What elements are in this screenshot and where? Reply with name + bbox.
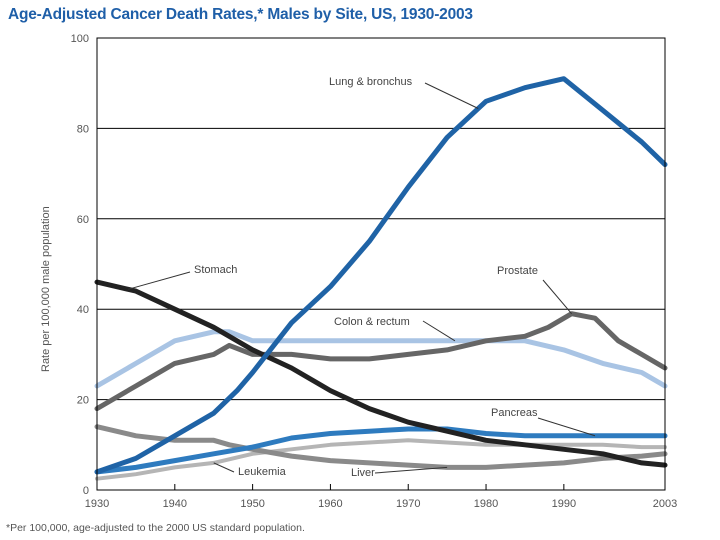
chart-footnote: *Per 100,000, age-adjusted to the 2000 U… xyxy=(6,522,305,534)
leader-line-leukemia xyxy=(213,462,235,473)
y-axis-label: Rate per 100,000 male population xyxy=(40,206,52,372)
series-label-prostate: Prostate xyxy=(497,265,538,277)
series-line-pancreas xyxy=(94,426,668,475)
leader-line-stomach xyxy=(127,271,191,290)
series-line-prostate xyxy=(94,311,668,412)
y-tick-label: 80 xyxy=(77,123,89,135)
series-layer xyxy=(94,76,668,481)
series-label-colon-rectum: Colon & rectum xyxy=(334,316,410,328)
series-label-lung-bronchus: Lung & bronchus xyxy=(329,76,413,88)
x-tick-label: 1950 xyxy=(240,498,264,510)
series-label-pancreas: Pancreas xyxy=(491,407,538,419)
leader-line-lung-bronchus xyxy=(424,82,479,109)
x-tick-label: 1930 xyxy=(85,498,109,510)
series-line-liver xyxy=(94,424,668,470)
series-label-liver: Liver xyxy=(351,467,375,479)
leader-line-liver xyxy=(374,466,448,474)
grid-layer xyxy=(97,127,665,401)
frame-layer: 0 20 40 60 80 100 1930 1940 1950 1960 1970 1980 1990… xyxy=(71,33,678,510)
y-tick-label: 100 xyxy=(71,33,89,45)
x-tick-label: 1940 xyxy=(163,498,187,510)
y-tick-label: 0 xyxy=(83,485,89,497)
plot-frame xyxy=(96,37,666,491)
x-tick-label: 1970 xyxy=(396,498,420,510)
series-label-stomach: Stomach xyxy=(194,264,237,276)
y-tick-label: 40 xyxy=(77,304,89,316)
series-label-leukemia: Leukemia xyxy=(238,466,287,478)
series-line-lung-bronchus xyxy=(94,76,668,475)
x-tick-label: 1990 xyxy=(552,498,576,510)
y-tick-label: 60 xyxy=(77,214,89,226)
chart-title: Age-Adjusted Cancer Death Rates,* Males … xyxy=(8,6,473,23)
series-line-stomach xyxy=(94,279,668,468)
leader-line-prostate xyxy=(542,279,573,315)
leader-line-pancreas xyxy=(537,417,596,437)
series-line-leukemia xyxy=(95,438,667,481)
x-tick-label: 1980 xyxy=(474,498,498,510)
y-tick-label: 20 xyxy=(77,395,89,407)
x-tick-label: 2003 xyxy=(653,498,677,510)
x-tick-label: 1960 xyxy=(318,498,342,510)
annotation-layer: Lung & bronchus Stomach Prostate Colon & re… xyxy=(127,76,596,479)
leader-line-colon-rectum xyxy=(422,320,456,342)
series-line-colon-rectum xyxy=(94,329,668,389)
